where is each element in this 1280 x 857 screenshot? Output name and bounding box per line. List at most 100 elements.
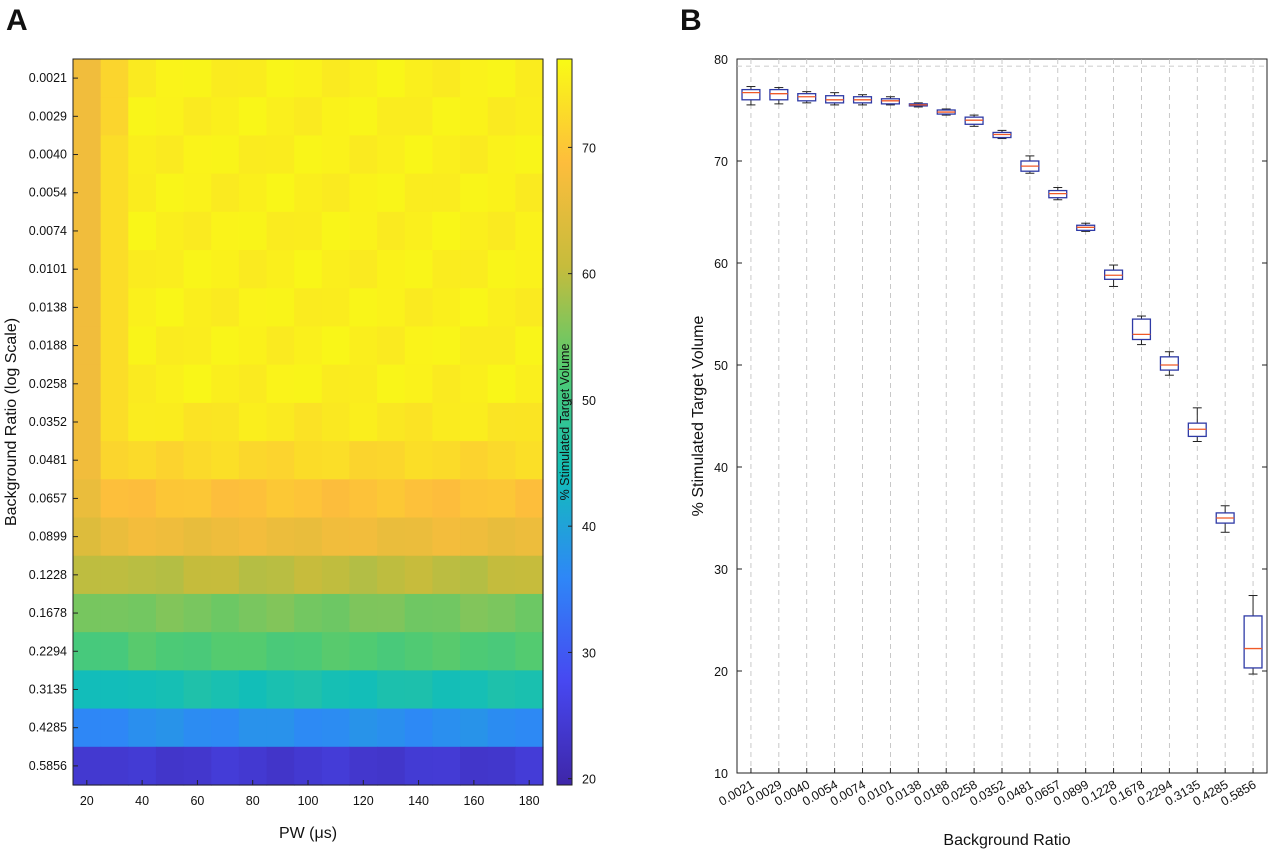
heatmap-cell xyxy=(404,135,434,175)
heatmap-cell xyxy=(432,402,461,442)
heatmap-cell xyxy=(128,135,157,175)
heatmap-cell xyxy=(183,479,212,519)
boxplot-x-axis-label: Background Ratio xyxy=(943,832,1070,849)
heatmap-cell xyxy=(100,326,129,366)
panel-label-b: B xyxy=(680,4,702,37)
heatmap-cell xyxy=(349,250,378,289)
heatmap-cell xyxy=(377,441,406,480)
heatmap-cell xyxy=(487,211,516,251)
heatmap-cell xyxy=(238,441,268,480)
heatmap-cell xyxy=(349,59,378,98)
heatmap-cell xyxy=(128,708,157,748)
heatmap-cell xyxy=(404,250,434,289)
heatmap-cell xyxy=(487,250,516,289)
heatmap-cell xyxy=(128,479,157,519)
colorbar-tick-label: 40 xyxy=(582,520,596,534)
heatmap-cell xyxy=(100,211,129,251)
heatmap-cell xyxy=(377,173,406,213)
heatmap-x-tick-label: 160 xyxy=(463,794,484,808)
heatmap-cell xyxy=(266,364,295,404)
heatmap-cell xyxy=(432,250,461,289)
heatmap-cell xyxy=(211,173,240,213)
heatmap-cell xyxy=(266,441,295,480)
heatmap-cell xyxy=(377,708,406,748)
heatmap-cell xyxy=(377,250,406,289)
heatmap-cell xyxy=(183,746,212,786)
heatmap-cell xyxy=(432,555,461,595)
heatmap-cell xyxy=(377,97,406,137)
heatmap-cell xyxy=(155,326,185,366)
heatmap-x-tick-label: 60 xyxy=(190,794,204,808)
heatmap-cell xyxy=(321,288,351,328)
heatmap-cell xyxy=(349,211,378,251)
heatmap-cell xyxy=(487,97,516,137)
heatmap-cell xyxy=(211,632,240,671)
heatmap-y-tick-label: 0.0054 xyxy=(29,186,67,200)
heatmap-cell xyxy=(404,59,434,98)
boxplot-box-group xyxy=(1159,351,1179,376)
heatmap-cell xyxy=(377,326,406,366)
heatmap-y-tick-label: 0.5856 xyxy=(29,759,67,773)
heatmap-cell xyxy=(183,441,212,480)
heatmap-cell xyxy=(183,593,212,633)
heatmap-cell xyxy=(155,632,185,671)
heatmap-cell xyxy=(238,250,268,289)
heatmap-cell xyxy=(266,479,295,519)
boxplot-box-group xyxy=(1215,505,1235,533)
boxplot-boxes xyxy=(741,86,1263,675)
heatmap-cell xyxy=(404,555,434,595)
boxplot-y-tick-label: 80 xyxy=(714,53,728,67)
heatmap-cell xyxy=(349,555,378,595)
heatmap-cell xyxy=(349,402,378,442)
boxplot-y-tick-label: 20 xyxy=(714,665,728,679)
heatmap-cell xyxy=(183,288,212,328)
heatmap-x-tick-label: 140 xyxy=(408,794,429,808)
heatmap-cell xyxy=(349,517,378,557)
heatmap-cell xyxy=(128,326,157,366)
boxplot-box xyxy=(1131,318,1152,341)
heatmap-cell xyxy=(100,746,129,786)
heatmap-cell xyxy=(294,670,323,710)
heatmap-cell xyxy=(460,746,489,786)
heatmap-cell xyxy=(515,593,544,633)
heatmap-cell xyxy=(155,402,185,442)
heatmap-y-tick-label: 0.0258 xyxy=(29,377,67,391)
heatmap-cell xyxy=(183,97,212,137)
boxplot-box-group xyxy=(1104,264,1124,287)
heatmap-cell xyxy=(460,173,489,213)
heatmap-cell xyxy=(515,670,544,710)
boxplot-box-group xyxy=(825,92,845,106)
heatmap-cell xyxy=(266,708,295,748)
boxplot-box-group xyxy=(992,129,1012,140)
heatmap-cell xyxy=(404,593,434,633)
boxplot-box-group xyxy=(741,86,761,106)
heatmap-cell xyxy=(100,479,129,519)
heatmap-cell xyxy=(266,211,295,251)
heatmap-cell xyxy=(432,593,461,633)
heatmap-cell xyxy=(238,708,268,748)
heatmap-cell xyxy=(432,479,461,519)
heatmap-cell xyxy=(211,364,240,404)
heatmap-cell xyxy=(460,211,489,251)
boxplot-box-group xyxy=(769,87,789,105)
heatmap-cell xyxy=(377,364,406,404)
heatmap-cell xyxy=(128,670,157,710)
heatmap-cell xyxy=(404,173,434,213)
heatmap-cell xyxy=(404,211,434,251)
heatmap-cell xyxy=(294,59,323,98)
heatmap-cell xyxy=(487,555,516,595)
heatmap-cell xyxy=(487,593,516,633)
heatmap-cell xyxy=(211,441,240,480)
heatmap-cell xyxy=(404,708,434,748)
heatmap-cell xyxy=(460,364,489,404)
boxplot-box xyxy=(769,88,789,101)
heatmap-cell xyxy=(515,517,544,557)
heatmap-cell xyxy=(155,479,185,519)
heatmap-cell xyxy=(404,517,434,557)
heatmap-cell xyxy=(100,517,129,557)
heatmap-cell xyxy=(460,250,489,289)
heatmap-cell xyxy=(515,555,544,595)
heatmap-cell xyxy=(211,517,240,557)
heatmap-cell xyxy=(100,173,129,213)
heatmap-cell xyxy=(487,173,516,213)
